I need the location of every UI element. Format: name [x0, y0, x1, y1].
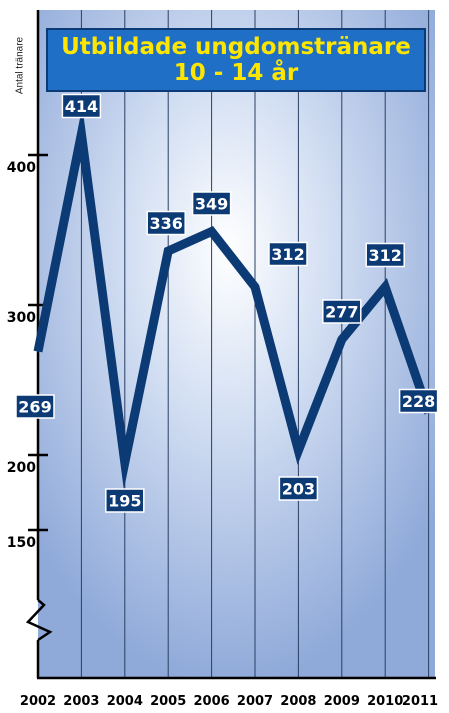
data-point [297, 449, 300, 452]
data-label: 312 [271, 245, 304, 264]
plot-background [38, 10, 435, 678]
data-label-box [365, 242, 405, 268]
data-point [123, 461, 126, 464]
data-label-box [146, 210, 186, 236]
x-tick-label: 2009 [324, 694, 360, 709]
data-label-box [398, 388, 439, 414]
chart-title: Utbildade ungdomstränare [61, 34, 411, 60]
y-tick-label: 400 [7, 160, 36, 176]
series-line [33, 106, 433, 490]
data-label: 228 [402, 392, 435, 411]
data-label: 195 [108, 492, 141, 511]
data-point [210, 230, 213, 233]
chart-subtitle: 10 - 14 år [173, 60, 299, 86]
x-tick-label: 2011 [402, 694, 438, 709]
data-label: 349 [195, 195, 228, 214]
data-label-box [268, 241, 308, 267]
data-label: 414 [65, 97, 98, 116]
data-label: 277 [325, 303, 358, 322]
data-point [254, 286, 256, 288]
data-label: 269 [18, 398, 51, 417]
data-point [37, 350, 39, 353]
data-label-box [105, 488, 145, 513]
data-label: 312 [368, 246, 401, 265]
x-tick-label: 2006 [194, 694, 230, 709]
y-tick-label: 200 [7, 460, 36, 476]
x-tick-label: 2003 [63, 694, 99, 709]
x-tick-label: 2002 [20, 694, 56, 709]
y-ticks: 150 200 300 400 [7, 153, 48, 551]
data-point [80, 133, 83, 135]
data-label-box [15, 394, 55, 419]
data-label-box [278, 476, 319, 501]
x-tick-label: 2004 [107, 694, 143, 709]
data-point [384, 286, 387, 288]
x-tick-label: 2010 [367, 694, 403, 709]
data-label: 203 [282, 480, 315, 499]
y-tick-label: 300 [7, 310, 36, 326]
data-label: 336 [149, 214, 182, 233]
x-tick-label: 2007 [237, 694, 273, 709]
data-point [340, 338, 343, 341]
y-axis-label: Antal tränare [14, 36, 26, 95]
x-tick-label: 2008 [280, 694, 316, 709]
axis-break [25, 599, 53, 642]
data-labels: 269 414 195 336 349 312 203 277 312 228 [15, 93, 439, 513]
data-label-box [61, 93, 102, 119]
series [33, 106, 433, 490]
data-label-box [322, 299, 362, 324]
chart-title-box: Utbildade ungdomstränare 10 - 14 år [46, 28, 426, 92]
y-tick-label: 150 [7, 535, 36, 551]
x-tick-label: 2005 [150, 694, 186, 709]
data-label-box [191, 191, 232, 216]
data-point [167, 250, 170, 252]
